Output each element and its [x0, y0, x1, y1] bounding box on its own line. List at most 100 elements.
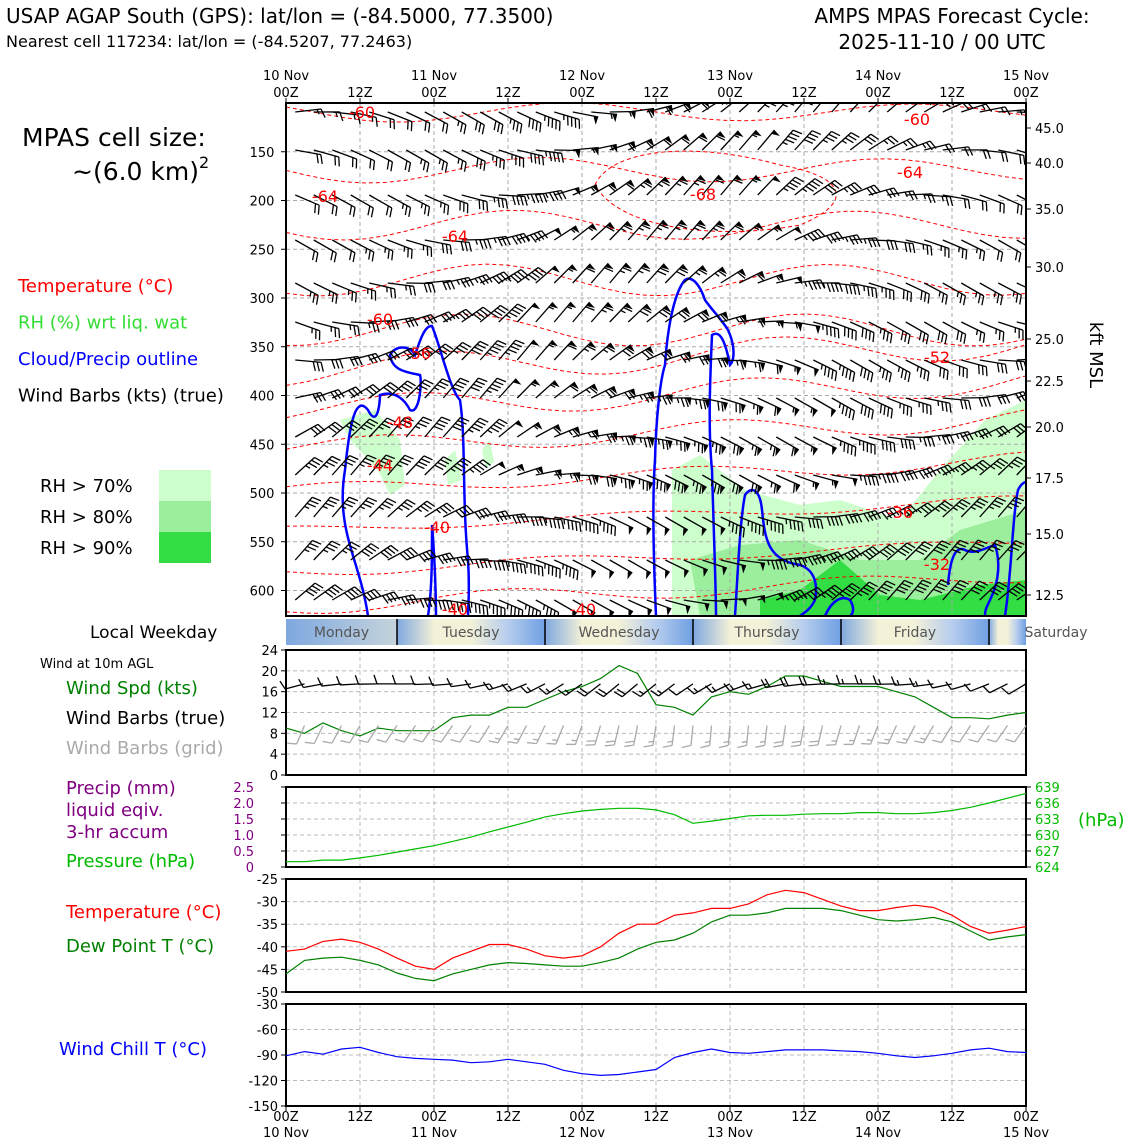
grid-wind-barb [791, 724, 804, 748]
grid-wind-barb [755, 724, 767, 748]
cloud-outline-path [428, 525, 436, 616]
cross-section-legend: Temperature (°C)RH (%) wrt liq. watCloud… [17, 276, 224, 407]
wind-barb [702, 221, 726, 246]
wind-barb [295, 538, 321, 566]
grid-wind-barb [1005, 720, 1026, 744]
grid-wind-barb [969, 720, 989, 744]
surface-wind-barb [429, 675, 453, 686]
rh-region [445, 450, 462, 485]
wind-barb [573, 302, 597, 328]
bottom-time-label: 12Z [939, 1110, 965, 1125]
precip-legend-item: Precip (mm) [66, 778, 176, 799]
grid-wind-barb [470, 721, 490, 745]
wind-barb [610, 142, 638, 159]
rh-legend-label: RH > 80% [40, 507, 133, 528]
bottom-date-label: 11 Nov [411, 1126, 457, 1140]
bottom-time-label: 12Z [791, 1110, 817, 1125]
wind-barb [573, 430, 600, 446]
rh-legend-swatch [159, 501, 211, 532]
bottom-date-label: 12 Nov [559, 1126, 605, 1140]
top-time-label: 00Z [717, 86, 743, 101]
weekday-label: Local Weekday [90, 623, 217, 643]
surface-wind-barb [946, 675, 971, 690]
wind-barb [536, 302, 559, 327]
wind-barb [628, 392, 655, 407]
wind-barb [351, 383, 380, 406]
grid-wind-barb [682, 725, 693, 749]
temp-legend-item: Dew Point T (°C) [66, 936, 214, 957]
wind-barb [536, 340, 559, 365]
xs-legend-item: Wind Barbs (kts) (true) [18, 386, 224, 407]
panel-ytick-label: 16 [261, 686, 278, 701]
grid-wind-barb [844, 723, 860, 748]
wind-barb [499, 302, 526, 329]
pressure-tick-label: 500 [250, 487, 275, 502]
wind-barb [850, 132, 879, 157]
wind-barb [517, 340, 540, 365]
wind-barb [388, 498, 416, 524]
pressure-tick-label: 633 [1035, 813, 1060, 828]
wind-barb [295, 423, 325, 445]
top-time-label: 00Z [421, 86, 447, 101]
wind-barb [665, 220, 689, 246]
wind-barb [884, 283, 914, 302]
panel-ytick-label: 2.5 [233, 781, 254, 796]
kft-tick-label: 22.5 [1035, 375, 1064, 390]
panel-ytick-label: 2.0 [233, 797, 254, 812]
wind-barb [480, 271, 510, 291]
top-date-label: 11 Nov [411, 69, 457, 84]
wind-barb [795, 280, 825, 292]
weekday-name: Monday [314, 625, 369, 641]
panel-ytick-label: -25 [257, 873, 278, 888]
pressure-tick-label: 550 [250, 536, 275, 551]
surface-wind-barb [483, 675, 508, 690]
surface-wind-barb [651, 677, 675, 698]
top-time-label: 12Z [643, 86, 669, 101]
wind-chill-panel: -150-120-90-60-30 [248, 998, 1026, 1115]
grid-wind-barb [527, 722, 545, 747]
wind-barb [480, 338, 506, 366]
pressure-tick-label: 300 [250, 292, 275, 307]
grid-wind-barb [861, 722, 878, 747]
wind-barb [536, 381, 561, 404]
pressure-tick-label: 450 [250, 438, 275, 453]
wind-barb [443, 340, 470, 366]
grid-wind-barb [413, 720, 434, 744]
panel-ytick-label: 1.5 [233, 813, 254, 828]
wind-barb [665, 176, 689, 201]
kft-tick-label: 20.0 [1035, 421, 1064, 436]
panel-ytick-label: 0 [270, 769, 278, 784]
wind-legend-item: Wind Barbs (grid) [66, 738, 224, 759]
temperature-panel: -50-45-40-35-30-25 [257, 873, 1026, 1001]
surface-wind-barb [447, 675, 471, 687]
temperature-label: -64 [442, 227, 468, 246]
temperature-label: -44 [367, 456, 393, 475]
wind-barb [517, 303, 541, 327]
temperature-label: -68 [690, 185, 716, 204]
precip-legend-item: Pressure (hPa) [66, 851, 195, 872]
wind-barb [388, 379, 416, 405]
wind-barb [758, 91, 785, 118]
kft-tick-label: 15.0 [1035, 528, 1064, 543]
rh-legend-label: RH > 70% [40, 476, 133, 497]
bottom-time-label: 00Z [569, 1110, 595, 1125]
chill-legend-item: Wind Chill T (°C) [59, 1039, 207, 1060]
temperature-label: -56 [405, 344, 431, 363]
right-axis-label: kft MSL [1085, 322, 1106, 388]
pressure-tick-label: 627 [1035, 845, 1060, 860]
panel-ytick-label: -120 [248, 1075, 278, 1090]
xs-legend-item: Cloud/Precip outline [18, 349, 198, 370]
grid-wind-barb [773, 724, 785, 748]
bottom-date-label: 13 Nov [707, 1126, 753, 1140]
wind-barb [977, 195, 1007, 213]
wind-barb [573, 264, 597, 289]
pressure-tick-label: 600 [250, 585, 275, 600]
wind-barb [295, 392, 325, 407]
wind-barb [625, 517, 652, 536]
wind-barb [758, 176, 782, 200]
surface-wind-barb [669, 676, 693, 696]
wind-barb [591, 302, 615, 327]
